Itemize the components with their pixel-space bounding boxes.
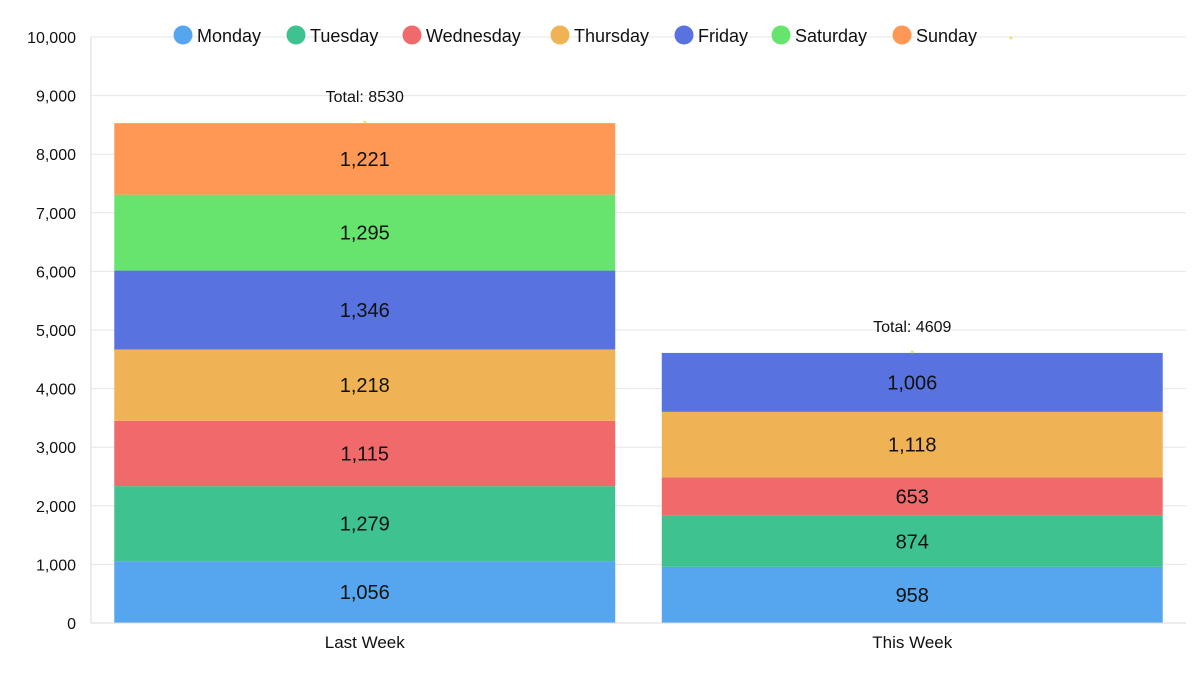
legend-swatch-friday	[674, 25, 694, 45]
legend-swatch-monday	[173, 25, 193, 45]
y-tick-label: 4,000	[36, 382, 76, 399]
bar-segment-wednesday-this-week	[661, 477, 1163, 516]
y-tick-label: 6,000	[36, 264, 76, 281]
bar-segment-tuesday-this-week	[661, 515, 1163, 567]
data-label: 1,221	[340, 149, 390, 171]
data-label: 1,006	[887, 372, 937, 394]
data-label: 1,118	[888, 435, 937, 457]
data-label: 958	[896, 585, 929, 607]
bar-segment-thursday-last-week	[114, 349, 616, 421]
legend-label-friday: Friday	[698, 26, 748, 46]
y-tick-label: 10,000	[27, 30, 76, 47]
bar-segment-wednesday-last-week	[114, 420, 616, 487]
x-axis: Last Week This Week	[91, 622, 1186, 652]
y-tick-label: 7,000	[36, 206, 76, 223]
legend-swatch-saturday	[771, 25, 791, 45]
legend-label-wednesday: Wednesday	[426, 26, 521, 46]
data-label: 1,279	[340, 514, 390, 536]
y-tick-label: 3,000	[36, 440, 76, 457]
data-label: 1,056	[340, 582, 390, 604]
legend-swatch-wednesday	[402, 25, 422, 45]
legend-swatch-sunday	[892, 25, 912, 45]
data-label: 1,115	[340, 443, 389, 465]
data-label: 653	[896, 487, 929, 509]
total-label: Total: 8530	[326, 89, 404, 106]
data-label: 874	[896, 531, 929, 553]
legend-swatch-tuesday	[286, 25, 306, 45]
y-tick-label: 8,000	[36, 147, 76, 164]
legend-label-sunday: Sunday	[916, 26, 977, 46]
total-marker	[363, 120, 367, 124]
bar-segment-sunday-last-week	[114, 123, 616, 195]
legend-label-tuesday: Tuesday	[310, 26, 378, 46]
legend-label-saturday: Saturday	[795, 26, 867, 46]
x-tick-label: This Week	[872, 633, 952, 652]
legend-swatch-thursday	[550, 25, 570, 45]
total-marker	[910, 350, 914, 354]
data-label: 1,295	[340, 223, 390, 245]
y-tick-label: 5,000	[36, 323, 76, 340]
legend-marker	[1009, 36, 1013, 40]
legend-label-thursday: Thursday	[574, 26, 649, 46]
y-tick-label: 9,000	[36, 89, 76, 106]
data-label: 1,218	[340, 375, 390, 397]
legend-label-monday: Monday	[197, 26, 261, 46]
bar-segment-monday-this-week	[661, 566, 1163, 623]
bar-segment-monday-last-week	[114, 561, 616, 623]
bars: 1,056 1,279 1,115 1,218 1,346 1,295 1,221 Total…	[114, 89, 1163, 623]
total-label: Total: 4609	[873, 319, 951, 336]
x-tick-label: Last Week	[325, 633, 406, 652]
bar-segment-saturday-last-week	[114, 194, 616, 271]
y-tick-label: 0	[67, 616, 76, 633]
y-tick-label: 2,000	[36, 499, 76, 516]
bar-segment-tuesday-last-week	[114, 486, 616, 562]
y-tick-label: 1,000	[36, 557, 76, 574]
bar-segment-friday-this-week	[661, 352, 1163, 412]
legend: Monday Tuesday Wednesday Thursday Friday Satu…	[173, 25, 1013, 46]
bar-segment-friday-last-week	[114, 270, 616, 350]
y-axis: 0 1,000 2,000 3,000 4,000 5,000 6,000 7,000 8,00…	[27, 30, 92, 633]
bar-segment-thursday-this-week	[661, 411, 1163, 478]
data-label: 1,346	[340, 300, 390, 322]
